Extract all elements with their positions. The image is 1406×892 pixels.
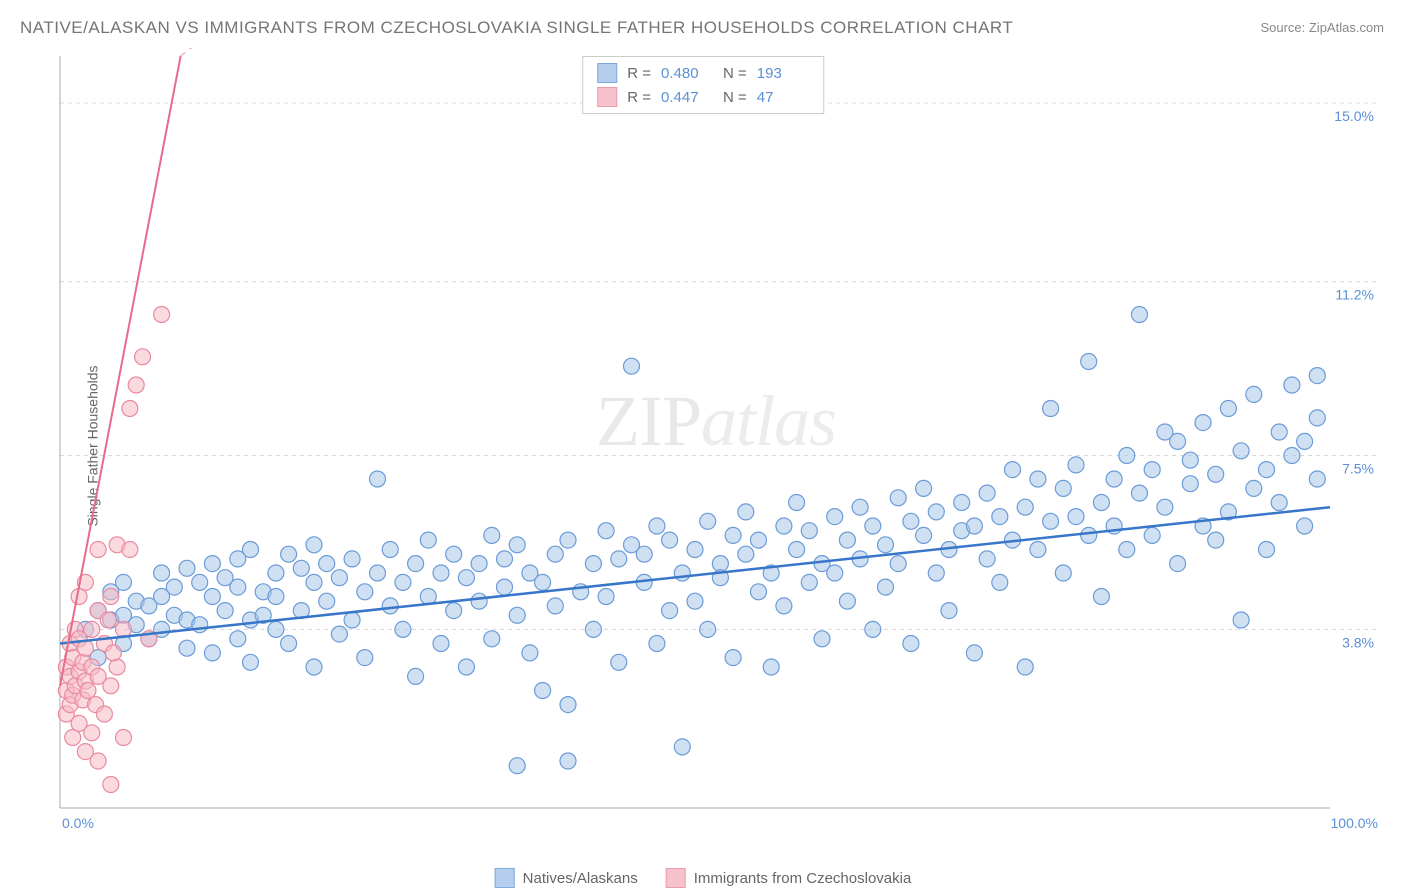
legend-swatch-bottom-1	[495, 868, 515, 888]
svg-text:0.0%: 0.0%	[62, 815, 94, 831]
legend-swatch-bottom-2	[666, 868, 686, 888]
chart-title: NATIVE/ALASKAN VS IMMIGRANTS FROM CZECHO…	[20, 18, 1013, 38]
legend-label-2: Immigrants from Czechoslovakia	[694, 870, 912, 887]
legend-item-2: Immigrants from Czechoslovakia	[666, 868, 912, 888]
series-legend: Natives/Alaskans Immigrants from Czechos…	[495, 868, 912, 888]
legend-label-1: Natives/Alaskans	[523, 870, 638, 887]
legend-item-1: Natives/Alaskans	[495, 868, 638, 888]
scatter-plot-svg: 3.8% 7.5% 11.2% 15.0% 0.0% 100.0%	[52, 48, 1380, 836]
r-value-1: 0.480	[661, 65, 713, 82]
plot-area: ZIPatlas 3.8%7.5%11.2%15.0%0.0%100.0%	[52, 48, 1380, 836]
svg-text:3.8%: 3.8%	[1342, 634, 1374, 650]
svg-text:11.2%: 11.2%	[1335, 287, 1374, 303]
legend-row-series-1: R = 0.480 N = 193	[597, 61, 809, 85]
legend-row-series-2: R = 0.447 N = 47	[597, 85, 809, 109]
legend-swatch-1	[597, 63, 617, 83]
r-label: R =	[627, 65, 651, 82]
source-attribution: Source: ZipAtlas.com	[1260, 20, 1384, 35]
svg-text:15.0%: 15.0%	[1334, 108, 1374, 124]
legend-swatch-2	[597, 87, 617, 107]
n-label: N =	[723, 65, 747, 82]
correlation-legend: R = 0.480 N = 193 R = 0.447 N = 47	[582, 56, 824, 114]
svg-text:100.0%: 100.0%	[1331, 815, 1378, 831]
n-value-2: 47	[757, 89, 809, 106]
r-value-2: 0.447	[661, 89, 713, 106]
n-value-1: 193	[757, 65, 809, 82]
r-label: R =	[627, 89, 651, 106]
n-label: N =	[723, 89, 747, 106]
svg-text:7.5%: 7.5%	[1342, 461, 1374, 477]
